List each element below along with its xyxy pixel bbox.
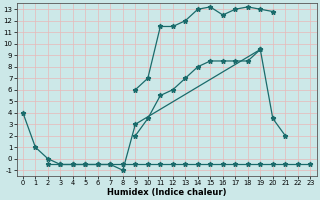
X-axis label: Humidex (Indice chaleur): Humidex (Indice chaleur): [107, 188, 226, 197]
